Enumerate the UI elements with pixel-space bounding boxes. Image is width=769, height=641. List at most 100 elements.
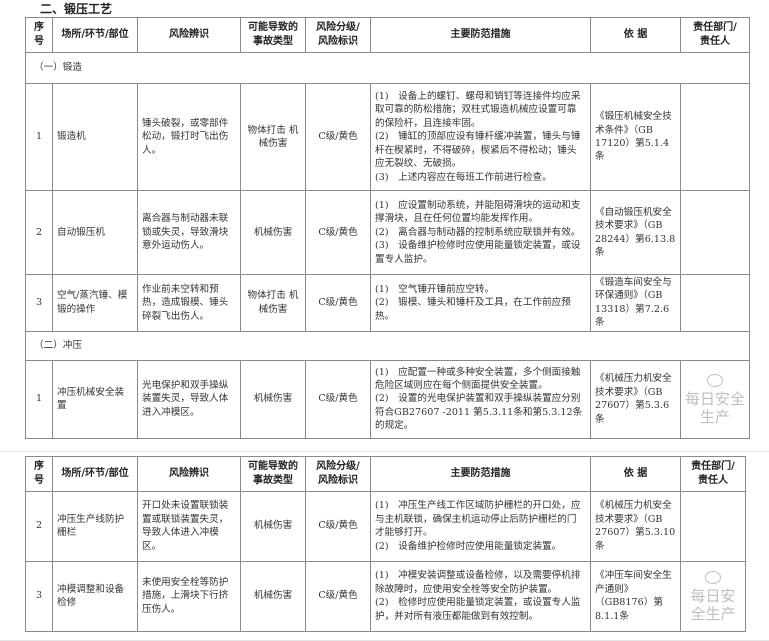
row-measures: (1) 空气锤开锤前应空转。 (2) 锻模、锤头和锤杆及工具，在工作前应预热。 [370, 274, 591, 332]
table-header-row: 序号场所/环节/部位 风险辨识 可能导致的 事故类型 风险分级/风险标识 主要防范措施依 … [25, 17, 750, 53]
row-risk: 开口处未设置联锁装置或联锁装置失灵，导致人体进入冲模区。 [137, 490, 241, 562]
header-text: 责任人 [700, 36, 730, 47]
table-row: 1 锻造机 锤头破裂，或零部件松动，锻打时飞出伤人。 物体打击 机械伤害 C级/黄色 (1… [25, 83, 750, 191]
group-title: （二）冲压 [25, 330, 750, 361]
header-level: 风险分级/风险标识 [305, 455, 371, 492]
row-basis: 《机械压力机安全技术要求》（GB 27607）第5.3.10条 [590, 490, 681, 562]
row-number: 1 [25, 83, 53, 191]
row-owner-cell [680, 274, 750, 332]
header-text: 事故类型 [253, 474, 293, 486]
header-accident: 可能导致的 事故类型 [240, 455, 306, 492]
header-text: 风险标识 [318, 474, 358, 486]
header-text: 号 [34, 474, 44, 486]
row-risk: 锤头破裂，或零部件松动，锻打时飞出伤人。 [137, 83, 241, 191]
row-basis: 《冲压车间安全生产通则》（GB8176）第8.1.1条 [590, 560, 681, 632]
row-risk-level: C级/黄色 [305, 490, 371, 562]
row-risk-level: C级/黄色 [305, 190, 371, 275]
header-place: 场所/环节/部位 [52, 17, 138, 53]
measure-item: (1) 冲压生产线工作区域防护栅栏的开口处，应与主机联锁，确保主机运动停止后防护… [375, 500, 581, 539]
header-text: 风险辨识 [169, 467, 209, 479]
header-text: 主要防范措施 [450, 29, 511, 40]
header-no: 序号 [25, 17, 53, 53]
table-row: 2 自动锻压机 离合器与制动器未联锁或失灵，导致滑块意外运动伤人。 机械伤害 C级/黄色… [25, 190, 750, 275]
risk-table-forging-pressing: 序号场所/环节/部位 风险辨识 可能导致的 事故类型 风险分级/风险标识 主要防范措施依 … [25, 17, 750, 439]
measure-item: (2) 离合器与制动器的控制系统应联锁并有效。 [375, 226, 581, 238]
watermark: 每日安全生产 [685, 372, 745, 426]
watermark-text: 每日安全生产 [685, 390, 746, 427]
header-no: 序号 [25, 455, 53, 492]
header-text: 风险标识 [318, 36, 358, 47]
row-risk-level: C级/黄色 [305, 83, 371, 191]
header-text: 可能导致的 [248, 460, 298, 472]
row-basis: 《锻造车间安全与环保通则》（GB 13318）第7.2.6条 [590, 274, 681, 332]
row-place: 冲压机械安全装置 [52, 359, 138, 439]
row-risk-level: C级/黄色 [305, 359, 371, 439]
row-accident-type: 物体打击 机械伤害 [240, 274, 306, 332]
measure-item: (2) 锻模、锤头和锤杆及工具，在工作前应预热。 [375, 297, 571, 322]
header-text: 风险分级/ [316, 460, 360, 472]
measure-item: (2) 检修时应使用能量锁定装置，或设置专人监护，并对所有液压都能做到有效控制。 [375, 597, 581, 622]
row-accident-type: 机械伤害 [240, 190, 306, 275]
measure-item: (3) 上述内容应在每班工作前进行检查。 [375, 171, 552, 183]
row-accident-type: 机械伤害 [240, 490, 306, 562]
header-owner: 责任部门/责任人 [680, 17, 750, 53]
row-accident-type: 物体打击 机械伤害 [240, 83, 306, 191]
header-risk: 风险辨识 [137, 17, 241, 53]
measure-item: (2) 设置的光电保护装置和双手操纵装置应分别符合GB27607 -2011 第… [375, 393, 583, 432]
row-risk: 作业前未空转和预热，造成锻模、锤头碎裂飞出伤人。 [137, 274, 241, 332]
row-accident-type: 机械伤害 [240, 560, 306, 632]
section-title: 二、锻压工艺 [40, 2, 113, 16]
header-text: 风险分级/ [316, 22, 360, 33]
row-owner-cell [680, 190, 750, 275]
risk-table-pressing-continued: 序号场所/环节/部位 风险辨识 可能导致的 事故类型 风险分级/风险标识 主要防范措施依 … [25, 455, 746, 632]
row-risk: 未使用安全栓等防护措施，上滑块下行挤压伤人。 [137, 560, 241, 632]
table-row: 2 冲压生产线防护栅栏 开口处未设置联锁装置或联锁装置失灵，导致人体进入冲模区。 机械… [25, 490, 746, 562]
table-row: 1 冲压机械安全装置 光电保护和双手操纵装置失灵，导致人体进入冲模区。 机械伤害 C级/… [25, 359, 750, 439]
measure-item: (2) 设备维护检修时应使用能量锁定装置。 [375, 540, 562, 552]
header-place: 场所/环节/部位 [52, 455, 138, 492]
header-text: 序 [34, 460, 44, 472]
measure-item: (1) 冲模安装调整或设备检修，以及需要停机排除故障时，应使用安全栓等安全防护装… [375, 570, 581, 595]
row-number: 3 [25, 560, 53, 632]
wechat-icon [705, 571, 721, 585]
header-risk: 风险辨识 [137, 455, 241, 492]
header-text: 事故类型 [253, 36, 293, 47]
measure-item: (1) 应配置一种或多种安全装置，多个侧面接触危险区域则应在每个侧面提供安全装置… [375, 366, 581, 392]
row-basis: 《机械压力机安全技术要求》（GB 27607）第5.3.6条 [590, 359, 681, 439]
row-owner-cell: 每日安全生产 [680, 359, 750, 439]
row-place: 锻造机 [52, 83, 138, 191]
header-text: 责任部门/ [691, 460, 735, 472]
header-measures: 主要防范措施 [370, 455, 591, 492]
row-number: 1 [25, 359, 53, 439]
header-owner: 责任部门/责任人 [680, 455, 746, 492]
row-basis: 《锻压机械安全技术条件》（GB 17120）第5.1.4条 [590, 83, 681, 191]
header-level: 风险分级/风险标识 [305, 17, 371, 53]
header-accident: 可能导致的 事故类型 [240, 17, 306, 53]
watermark-text: 每日安全生产 [690, 587, 736, 624]
header-text: 主要防范措施 [450, 467, 511, 479]
row-measures: (1) 冲模安装调整或设备检修，以及需要停机排除故障时，应使用安全栓等安全防护装… [370, 560, 591, 632]
table-row: 3 冲模调整和设备检修 未使用安全栓等防护措施，上滑块下行挤压伤人。 机械伤害 C级/黄… [25, 560, 746, 632]
row-number: 3 [25, 274, 53, 332]
row-place: 自动锻压机 [52, 190, 138, 275]
row-basis: 《自动锻压机安全技术要求》（GB 28244）第6.13.8条 [590, 190, 681, 275]
row-measures: (1) 冲压生产线工作区域防护栅栏的开口处，应与主机联锁，确保主机运动停止后防护… [370, 490, 591, 562]
header-text: 风险辨识 [169, 29, 209, 40]
measure-item: (1) 设备上的螺钉、螺母和销钉等连接件均应采取可靠的防松措施；双柱式锻造机械应… [375, 91, 581, 129]
watermark: 每日安全生产 [685, 569, 741, 623]
row-owner-cell [680, 83, 750, 191]
measure-item: (1) 空气锤开锤前应空转。 [375, 283, 495, 295]
header-text: 责任人 [698, 474, 728, 486]
header-text: 依 据 [623, 467, 648, 479]
row-place: 冲模调整和设备检修 [52, 560, 138, 632]
header-text: 可能导致的 [248, 22, 298, 33]
row-owner-cell [680, 490, 746, 562]
group-row: （二）冲压 [25, 330, 750, 361]
row-accident-type: 机械伤害 [240, 359, 306, 439]
row-risk: 离合器与制动器未联锁或失灵，导致滑块意外运动伤人。 [137, 190, 241, 275]
second-page-card: 序号场所/环节/部位 风险辨识 可能导致的 事故类型 风险分级/风险标识 主要防范措施依 … [0, 450, 769, 641]
row-measures: (1) 设备上的螺钉、螺母和销钉等连接件均应采取可靠的防松措施；双柱式锻造机械应… [370, 83, 591, 191]
header-text: 场所/环节/部位 [61, 29, 129, 40]
row-number: 2 [25, 190, 53, 275]
measure-item: (3) 设备维护检修时应使用能量锁定装置，或设置专人监护。 [375, 240, 581, 265]
